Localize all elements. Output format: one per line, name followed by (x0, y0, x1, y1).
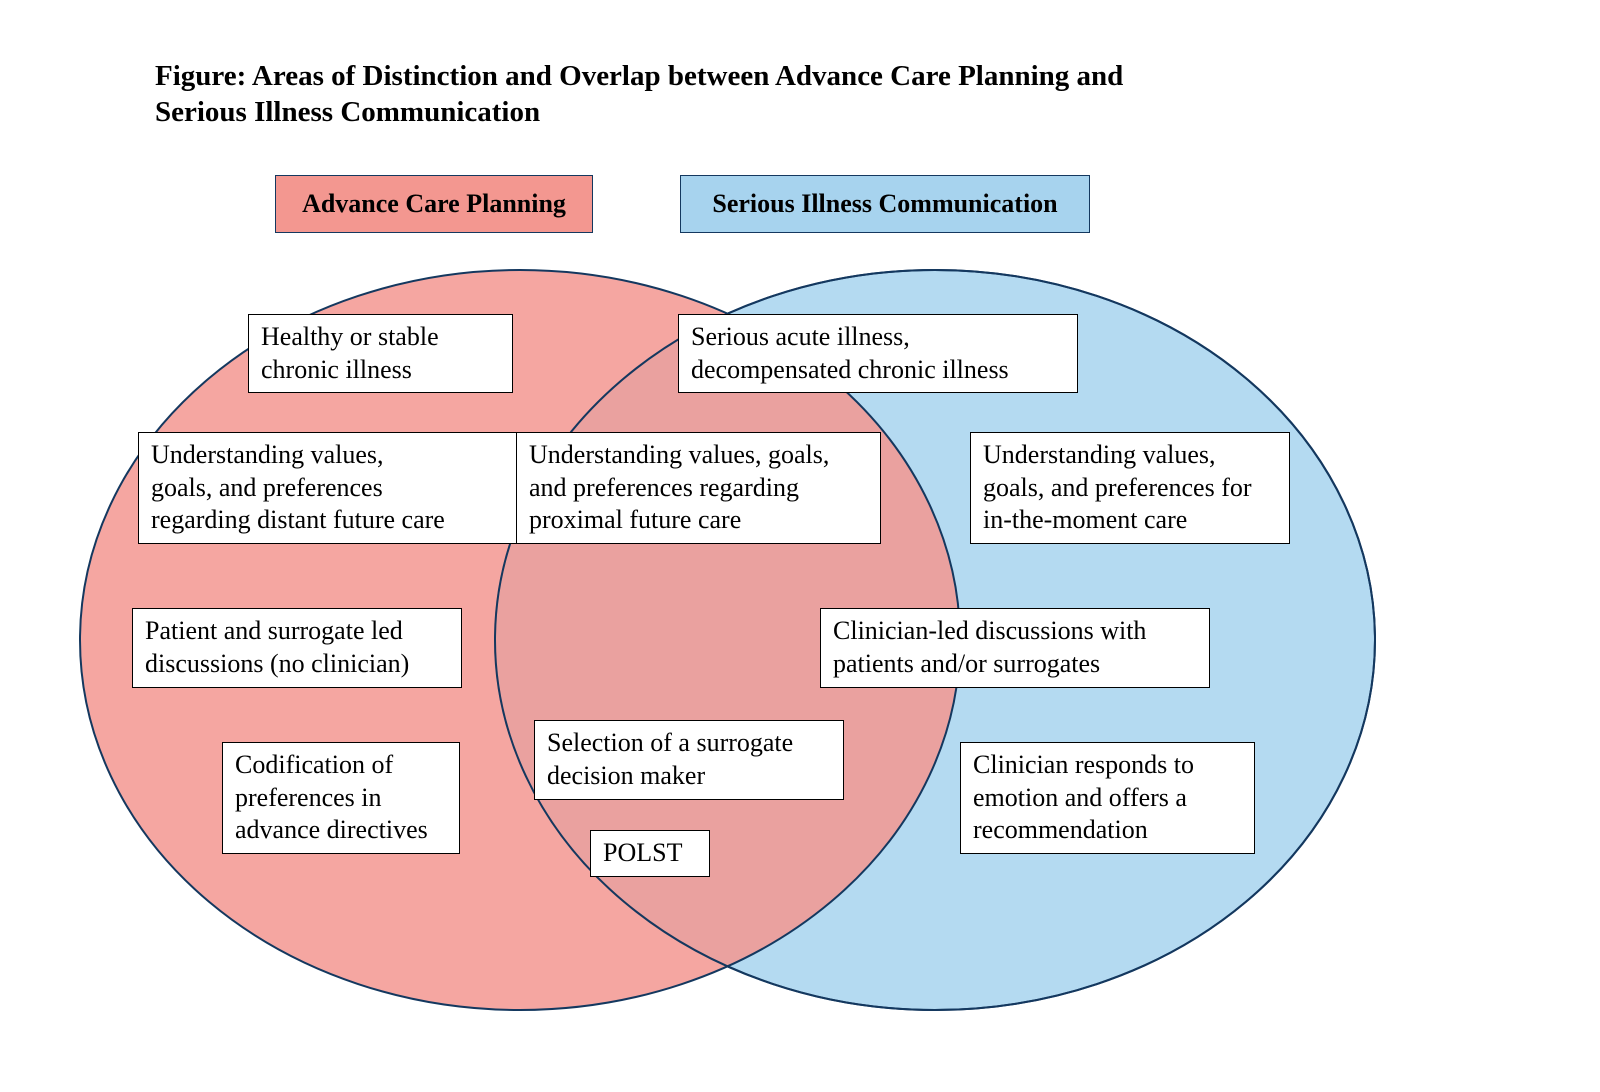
ov-surrogate: Selection of a surrogate decision maker (534, 720, 844, 800)
sic-clin-led: Clinician-led discussions with patients … (820, 608, 1210, 688)
venn-svg (0, 0, 1600, 1092)
header-advance-care-planning: Advance Care Planning (275, 175, 593, 233)
figure-title: Figure: Areas of Distinction and Overlap… (155, 58, 1205, 131)
acp-patient-led: Patient and surrogate led discussions (n… (132, 608, 462, 688)
header-serious-illness-communication: Serious Illness Communication (680, 175, 1090, 233)
ov-polst: POLST (590, 830, 710, 877)
ov-values: Understanding values, goals, and prefere… (516, 432, 881, 544)
sic-responds: Clinician responds to emotion and offers… (960, 742, 1255, 854)
sic-acute: Serious acute illness, decompensated chr… (678, 314, 1078, 393)
sic-values: Understanding values, goals, and prefere… (970, 432, 1290, 544)
acp-codification: Codification of preferences in advance d… (222, 742, 460, 854)
acp-healthy: Healthy or stable chronic illness (248, 314, 513, 393)
acp-values: Understanding values, goals, and prefere… (138, 432, 523, 544)
